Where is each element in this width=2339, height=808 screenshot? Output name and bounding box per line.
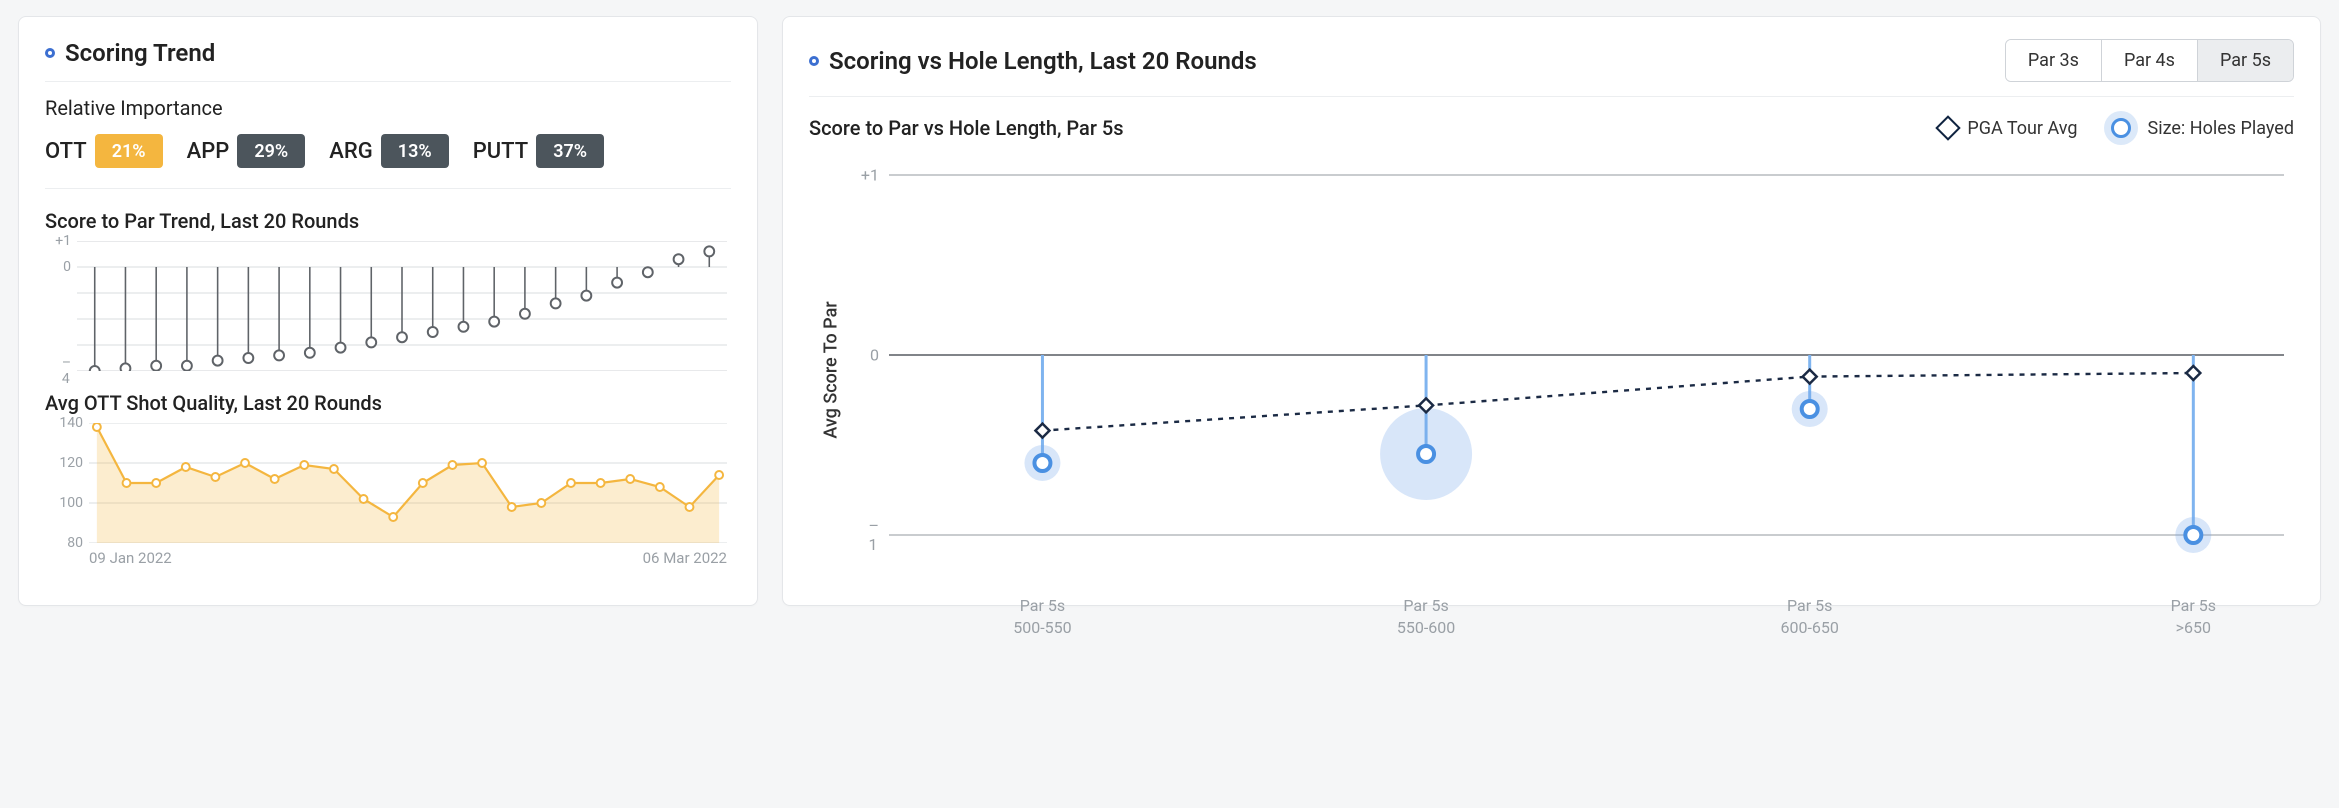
hole-xcat-line1: Par 5s (1397, 595, 1455, 617)
ott-svg (89, 423, 727, 543)
hole-xcat-line2: 550-600 (1397, 617, 1455, 639)
chip-label: OTT (45, 139, 87, 164)
y-axis-title: Avg Score To Par (821, 301, 842, 438)
scoring-trend-card: Scoring Trend Relative Importance OTT 21%… (18, 16, 758, 606)
chip-value: 13% (381, 134, 449, 168)
trend-ytick: +1 (55, 233, 71, 249)
ott-ytick: 100 (59, 495, 83, 511)
hole-x-category: Par 5s550-600 (1397, 595, 1455, 638)
card-header: Scoring Trend (45, 39, 731, 82)
hole-xcat-line1: Par 5s (1013, 595, 1071, 617)
chip-label: ARG (329, 139, 372, 164)
legend-bubble: Size: Holes Played (2104, 111, 2295, 145)
ott-chart: 80100120140 (89, 423, 727, 543)
hole-x-category: Par 5s>650 (2171, 595, 2216, 638)
par-tabs: Par 3sPar 4sPar 5s (2005, 39, 2294, 82)
hole-ytick: –1 (869, 516, 880, 554)
ott-title: Avg OTT Shot Quality, Last 20 Rounds (45, 391, 731, 415)
legend-pga-label: PGA Tour Avg (1967, 118, 2077, 139)
chip-value: 29% (237, 134, 305, 168)
par-tab[interactable]: Par 4s (2101, 40, 2197, 81)
relative-importance-label: Relative Importance (45, 96, 731, 120)
hole-svg (889, 155, 2284, 585)
legend-bubble-label: Size: Holes Played (2148, 118, 2295, 139)
hole-xcat-line1: Par 5s (2171, 595, 2216, 617)
ott-end-date: 06 Mar 2022 (643, 549, 727, 567)
ott-date-row: 09 Jan 2022 06 Mar 2022 (89, 549, 727, 567)
hole-x-category: Par 5s600-650 (1781, 595, 1839, 638)
hole-length-card: Scoring vs Hole Length, Last 20 Rounds P… (782, 16, 2321, 606)
ott-ytick: 140 (59, 415, 83, 431)
par-tab[interactable]: Par 3s (2006, 40, 2101, 81)
right-subtitle: Score to Par vs Hole Length, Par 5s (809, 116, 1124, 140)
hole-xcat-line2: >650 (2171, 617, 2216, 639)
ott-ytick: 120 (59, 455, 83, 471)
trend-ytick: 0 (63, 259, 71, 275)
legend: PGA Tour Avg Size: Holes Played (1939, 111, 2294, 145)
legend-pga: PGA Tour Avg (1939, 118, 2077, 139)
card-title-text: Scoring vs Hole Length, Last 20 Rounds (829, 47, 1257, 75)
ott-start-date: 09 Jan 2022 (89, 549, 172, 567)
hole-x-category: Par 5s500-550 (1013, 595, 1071, 638)
importance-chip[interactable]: OTT 21% (45, 134, 163, 168)
card-title: Scoring vs Hole Length, Last 20 Rounds (809, 47, 1257, 75)
par-tab[interactable]: Par 5s (2197, 40, 2293, 81)
trend-svg (77, 241, 727, 371)
card-title: Scoring Trend (45, 39, 215, 67)
hole-xcat-line2: 600-650 (1781, 617, 1839, 639)
ott-ytick: 80 (67, 535, 83, 551)
hole-ytick: 0 (870, 346, 879, 365)
bubble-icon (2104, 111, 2138, 145)
score-trend-chart: –40+1 (77, 241, 727, 371)
right-subheader: Score to Par vs Hole Length, Par 5s PGA … (809, 111, 2294, 145)
trend-ytick: –4 (62, 355, 71, 387)
chip-value: 37% (536, 134, 604, 168)
hole-ytick: +1 (861, 165, 879, 184)
hole-length-chart: Avg Score To Par –10+1Par 5s500-550Par 5… (889, 155, 2284, 585)
bullet-icon (45, 48, 55, 58)
hole-xcat-line2: 500-550 (1013, 617, 1071, 639)
importance-chips: OTT 21% APP 29% ARG 13% PUTT 37% (45, 134, 731, 189)
importance-chip[interactable]: ARG 13% (329, 134, 448, 168)
diamond-icon (1936, 115, 1961, 140)
trend-title: Score to Par Trend, Last 20 Rounds (45, 209, 731, 233)
importance-chip[interactable]: PUTT 37% (473, 134, 604, 168)
chip-label: APP (187, 139, 230, 164)
hole-xcat-line1: Par 5s (1781, 595, 1839, 617)
chip-label: PUTT (473, 139, 528, 164)
card-title-text: Scoring Trend (65, 39, 215, 67)
card-header: Scoring vs Hole Length, Last 20 Rounds P… (809, 39, 2294, 97)
bullet-icon (809, 56, 819, 66)
importance-chip[interactable]: APP 29% (187, 134, 306, 168)
chip-value: 21% (95, 134, 163, 168)
